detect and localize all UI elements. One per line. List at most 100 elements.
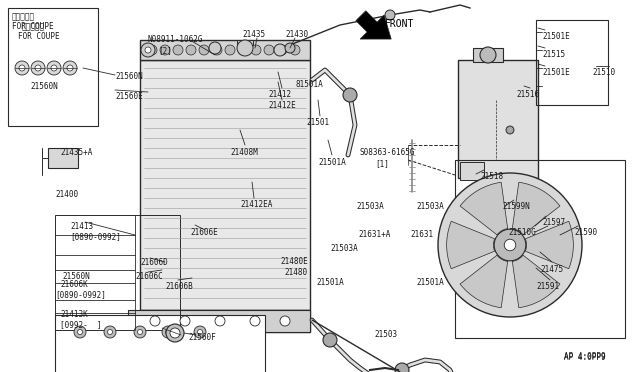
Circle shape xyxy=(170,328,180,338)
Text: [2]: [2] xyxy=(158,46,172,55)
Text: 21590: 21590 xyxy=(574,228,597,237)
Bar xyxy=(48,148,78,168)
Circle shape xyxy=(506,126,514,134)
Wedge shape xyxy=(525,221,573,269)
Bar xyxy=(55,215,180,330)
Circle shape xyxy=(186,45,196,55)
Bar xyxy=(458,60,538,178)
Text: 21606D: 21606D xyxy=(140,258,168,267)
Bar xyxy=(455,160,625,338)
Circle shape xyxy=(166,324,184,342)
Circle shape xyxy=(198,330,202,334)
Text: 21412: 21412 xyxy=(268,90,291,99)
Text: 21599N: 21599N xyxy=(502,202,530,211)
Text: FOR COUPE: FOR COUPE xyxy=(18,32,60,41)
Circle shape xyxy=(238,45,248,55)
Text: 21560F: 21560F xyxy=(188,333,216,342)
Circle shape xyxy=(63,61,77,75)
Bar xyxy=(140,310,310,332)
Text: [0890-0992]: [0890-0992] xyxy=(55,290,106,299)
Text: [0992-  ]: [0992- ] xyxy=(60,320,102,329)
Text: 21475: 21475 xyxy=(540,265,563,274)
Text: 21516: 21516 xyxy=(516,90,539,99)
Circle shape xyxy=(285,43,295,53)
Text: 21413K: 21413K xyxy=(60,310,88,319)
Circle shape xyxy=(166,330,170,334)
Circle shape xyxy=(67,65,73,71)
Circle shape xyxy=(35,65,41,71)
Circle shape xyxy=(395,363,409,372)
Circle shape xyxy=(15,61,29,75)
Bar xyxy=(128,310,310,332)
Circle shape xyxy=(134,326,146,338)
Circle shape xyxy=(19,65,25,71)
Circle shape xyxy=(225,45,235,55)
Text: FOR COUPE: FOR COUPE xyxy=(12,22,54,31)
Circle shape xyxy=(77,330,83,334)
Wedge shape xyxy=(447,221,495,269)
Text: 21510: 21510 xyxy=(592,68,615,77)
Circle shape xyxy=(385,10,395,20)
Text: S08363-6165G: S08363-6165G xyxy=(360,148,415,157)
Circle shape xyxy=(171,329,179,337)
Circle shape xyxy=(173,45,183,55)
Circle shape xyxy=(250,316,260,326)
Circle shape xyxy=(494,229,526,261)
Wedge shape xyxy=(512,255,560,308)
Text: 21606C: 21606C xyxy=(135,272,163,281)
Text: 21503: 21503 xyxy=(374,330,397,339)
Circle shape xyxy=(141,43,155,57)
Text: 21408M: 21408M xyxy=(230,148,258,157)
Text: 21501: 21501 xyxy=(306,118,329,127)
Circle shape xyxy=(504,239,516,251)
Circle shape xyxy=(51,65,57,71)
Text: 21412E: 21412E xyxy=(268,101,296,110)
Text: 21501A: 21501A xyxy=(316,278,344,287)
Circle shape xyxy=(274,44,286,56)
Text: クーペ仕様: クーペ仕様 xyxy=(22,22,45,31)
Bar xyxy=(140,40,310,60)
Text: 21606K: 21606K xyxy=(60,280,88,289)
Text: 21510G: 21510G xyxy=(508,228,536,237)
Text: 21430: 21430 xyxy=(285,30,308,39)
Circle shape xyxy=(277,45,287,55)
Text: 21501A: 21501A xyxy=(416,278,444,287)
Circle shape xyxy=(147,45,157,55)
Circle shape xyxy=(150,316,160,326)
Circle shape xyxy=(160,45,170,55)
Bar xyxy=(473,48,503,62)
Text: 21560N: 21560N xyxy=(115,72,143,81)
Text: 21560E: 21560E xyxy=(115,92,143,101)
Text: 21480: 21480 xyxy=(284,268,307,277)
Text: 21631: 21631 xyxy=(410,230,433,239)
Circle shape xyxy=(343,88,357,102)
Circle shape xyxy=(74,326,86,338)
Text: 21606B: 21606B xyxy=(165,282,193,291)
Text: 21435+A: 21435+A xyxy=(60,148,92,157)
Text: 21515: 21515 xyxy=(542,50,565,59)
Text: 21606E: 21606E xyxy=(190,228,218,237)
Text: クーペ仕様: クーペ仕様 xyxy=(12,12,35,21)
Text: AP 4:0PP9: AP 4:0PP9 xyxy=(564,352,605,361)
Circle shape xyxy=(194,326,206,338)
Wedge shape xyxy=(512,182,560,235)
Circle shape xyxy=(180,316,190,326)
Text: 21435: 21435 xyxy=(242,30,265,39)
Text: 21413: 21413 xyxy=(70,222,93,231)
Text: 21400: 21400 xyxy=(55,190,78,199)
Circle shape xyxy=(209,42,221,54)
Bar xyxy=(140,60,310,310)
Bar xyxy=(237,40,253,48)
Circle shape xyxy=(323,333,337,347)
Circle shape xyxy=(199,45,209,55)
Text: [1]: [1] xyxy=(375,159,389,168)
Circle shape xyxy=(212,45,222,55)
Circle shape xyxy=(47,61,61,75)
Circle shape xyxy=(237,40,253,56)
Circle shape xyxy=(215,316,225,326)
Text: 21501A: 21501A xyxy=(318,158,346,167)
Text: 21631+A: 21631+A xyxy=(358,230,390,239)
Circle shape xyxy=(167,325,183,341)
Text: 21560N: 21560N xyxy=(62,272,90,281)
Text: 21501E: 21501E xyxy=(542,68,570,77)
